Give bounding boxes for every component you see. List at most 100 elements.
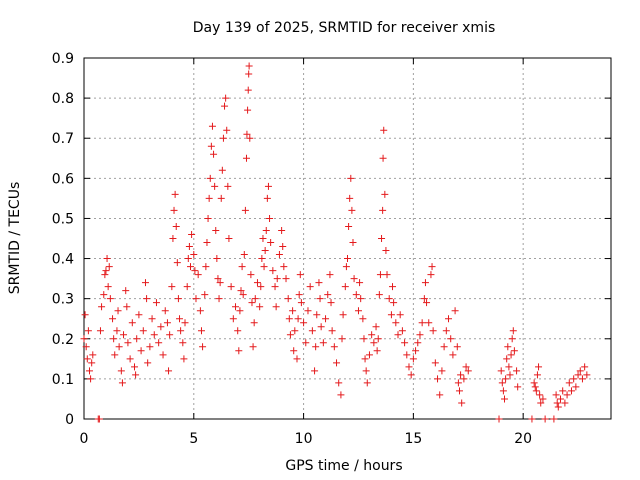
data-point bbox=[379, 154, 387, 162]
data-point bbox=[267, 239, 275, 247]
data-point bbox=[250, 319, 258, 327]
data-point bbox=[144, 359, 152, 367]
data-point bbox=[507, 351, 515, 359]
data-point bbox=[236, 307, 244, 315]
data-point bbox=[196, 307, 204, 315]
data-point bbox=[574, 371, 582, 379]
data-point bbox=[122, 287, 130, 295]
data-point bbox=[498, 379, 506, 387]
data-point bbox=[541, 415, 549, 423]
data-point bbox=[284, 295, 292, 303]
data-point bbox=[258, 255, 266, 263]
data-point bbox=[561, 399, 569, 407]
data-point bbox=[211, 182, 219, 190]
data-point bbox=[453, 343, 461, 351]
y-tick-label: 0.9 bbox=[52, 51, 74, 67]
data-point bbox=[263, 194, 271, 202]
data-point bbox=[128, 319, 136, 327]
data-point bbox=[445, 315, 453, 323]
data-point bbox=[302, 339, 310, 347]
data-point bbox=[347, 174, 355, 182]
y-tick-label: 0.1 bbox=[52, 372, 74, 388]
data-point bbox=[506, 371, 514, 379]
data-point bbox=[199, 343, 207, 351]
data-point bbox=[143, 295, 151, 303]
data-point bbox=[201, 291, 209, 299]
data-point bbox=[185, 243, 193, 251]
data-point bbox=[100, 291, 108, 299]
data-point bbox=[354, 307, 362, 315]
data-point bbox=[312, 343, 320, 351]
data-point bbox=[170, 206, 178, 214]
data-point bbox=[194, 271, 202, 279]
data-point bbox=[218, 166, 226, 174]
y-tick-label: 0.3 bbox=[52, 292, 74, 308]
data-point bbox=[372, 323, 380, 331]
data-point bbox=[290, 347, 298, 355]
data-point bbox=[120, 331, 128, 339]
data-point bbox=[148, 315, 156, 323]
data-point bbox=[110, 335, 118, 343]
data-point bbox=[370, 339, 378, 347]
data-point bbox=[169, 235, 177, 242]
axis-ticks bbox=[83, 57, 611, 420]
data-point bbox=[96, 327, 104, 335]
data-point bbox=[532, 387, 540, 395]
x-tick-label: 10 bbox=[295, 431, 313, 447]
data-point bbox=[208, 122, 216, 130]
data-point bbox=[234, 327, 242, 335]
data-point bbox=[306, 283, 314, 291]
data-point bbox=[214, 275, 222, 283]
data-point bbox=[241, 206, 249, 214]
data-point bbox=[124, 339, 132, 347]
data-point bbox=[531, 383, 539, 391]
data-point bbox=[186, 263, 194, 271]
data-point bbox=[237, 287, 245, 295]
data-point bbox=[264, 182, 272, 190]
data-point bbox=[300, 319, 308, 327]
data-point bbox=[379, 206, 387, 214]
x-tick-label: 15 bbox=[404, 431, 422, 447]
data-point bbox=[311, 367, 319, 375]
data-point bbox=[117, 367, 125, 375]
data-point bbox=[427, 271, 435, 279]
data-point bbox=[259, 235, 267, 242]
data-point bbox=[387, 311, 395, 319]
data-point bbox=[85, 367, 93, 375]
data-point bbox=[227, 283, 235, 291]
y-tick-label: 0 bbox=[65, 412, 74, 428]
data-point bbox=[165, 367, 173, 375]
data-point bbox=[266, 214, 274, 222]
data-point bbox=[105, 263, 113, 271]
data-point bbox=[570, 375, 578, 383]
data-point bbox=[348, 206, 356, 214]
data-point bbox=[533, 371, 541, 379]
data-point bbox=[376, 271, 384, 279]
data-point bbox=[280, 263, 288, 271]
data-point bbox=[438, 367, 446, 375]
data-point bbox=[363, 379, 371, 387]
data-point bbox=[421, 279, 429, 287]
data-point bbox=[460, 375, 468, 383]
data-point bbox=[510, 347, 518, 355]
data-point bbox=[245, 62, 253, 70]
data-point bbox=[296, 271, 304, 279]
data-point bbox=[436, 391, 444, 399]
data-point bbox=[346, 194, 354, 202]
data-point bbox=[390, 299, 398, 307]
data-point bbox=[327, 299, 335, 307]
data-point bbox=[414, 339, 422, 347]
data-point bbox=[495, 415, 503, 423]
data-point bbox=[286, 331, 294, 339]
data-point bbox=[434, 375, 442, 383]
data-point bbox=[171, 190, 179, 198]
data-point bbox=[333, 359, 341, 367]
data-point bbox=[319, 339, 327, 347]
data-point bbox=[87, 375, 95, 383]
data-point bbox=[504, 343, 512, 351]
data-point bbox=[215, 295, 223, 303]
data-point bbox=[337, 391, 345, 399]
data-point bbox=[183, 283, 191, 291]
data-point bbox=[118, 379, 126, 387]
